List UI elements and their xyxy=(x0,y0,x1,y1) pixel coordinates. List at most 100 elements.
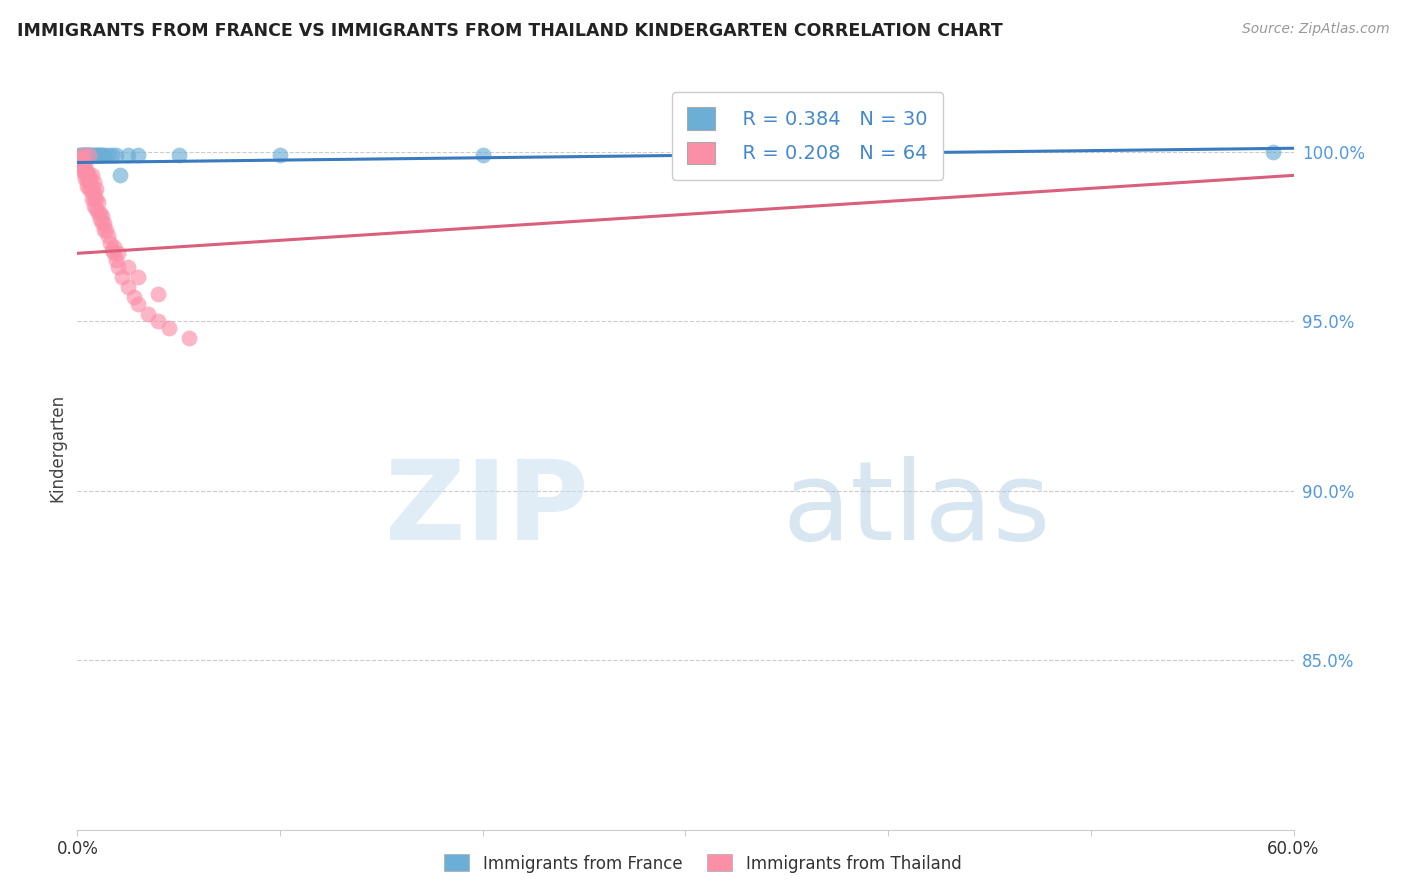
Point xyxy=(83,175,105,189)
Point xyxy=(94,222,117,236)
Point xyxy=(90,148,112,162)
Point xyxy=(93,222,115,236)
Point xyxy=(837,145,859,159)
Point xyxy=(89,148,111,162)
Point xyxy=(67,148,90,162)
Point xyxy=(79,148,101,162)
Point xyxy=(117,260,139,274)
Point xyxy=(79,182,101,196)
Point xyxy=(83,192,105,206)
Point xyxy=(93,216,115,230)
Point xyxy=(86,148,108,162)
Point xyxy=(80,186,103,200)
Point xyxy=(72,148,94,162)
Y-axis label: Kindergarten: Kindergarten xyxy=(48,394,66,502)
Point xyxy=(107,260,129,274)
Point xyxy=(75,171,97,186)
Point xyxy=(97,148,120,162)
Point xyxy=(79,171,101,186)
Point xyxy=(84,182,107,196)
Text: atlas: atlas xyxy=(783,456,1052,563)
Point xyxy=(148,314,170,328)
Point xyxy=(75,161,97,176)
Legend: Immigrants from France, Immigrants from Thailand: Immigrants from France, Immigrants from … xyxy=(437,847,969,880)
Legend:   R = 0.384   N = 30,   R = 0.208   N = 64: R = 0.384 N = 30, R = 0.208 N = 64 xyxy=(672,92,943,179)
Point xyxy=(80,148,103,162)
Point xyxy=(76,148,98,162)
Point xyxy=(75,165,97,179)
Point xyxy=(72,161,94,176)
Point xyxy=(122,290,145,304)
Point xyxy=(76,165,98,179)
Point xyxy=(127,148,149,162)
Point xyxy=(101,148,124,162)
Point xyxy=(111,270,134,285)
Point xyxy=(80,148,103,162)
Point xyxy=(76,171,98,186)
Point xyxy=(90,216,112,230)
Point xyxy=(127,270,149,285)
Point xyxy=(269,148,291,162)
Point xyxy=(70,148,93,162)
Point xyxy=(76,178,98,193)
Point xyxy=(107,246,129,260)
Point xyxy=(108,169,131,183)
Point xyxy=(70,152,93,166)
Point xyxy=(76,169,98,183)
Point xyxy=(103,246,125,260)
Point xyxy=(104,253,127,268)
Point xyxy=(90,209,112,223)
Point xyxy=(89,212,111,227)
Point xyxy=(79,148,101,162)
Point xyxy=(75,158,97,172)
Point xyxy=(84,148,107,162)
Point xyxy=(70,158,93,172)
Point xyxy=(97,229,120,244)
Point xyxy=(89,205,111,219)
Point xyxy=(104,148,127,162)
Point xyxy=(72,148,94,162)
Point xyxy=(136,307,159,321)
Point xyxy=(72,154,94,169)
Point xyxy=(1263,145,1285,159)
Point xyxy=(70,154,93,169)
Point xyxy=(75,148,97,162)
Point xyxy=(86,205,108,219)
Point xyxy=(72,148,94,162)
Point xyxy=(83,199,105,213)
Point xyxy=(177,331,200,345)
Point xyxy=(148,287,170,301)
Point xyxy=(117,148,139,162)
Point xyxy=(79,175,101,189)
Point xyxy=(157,321,180,335)
Point xyxy=(84,202,107,217)
Point xyxy=(75,165,97,179)
Point xyxy=(127,297,149,311)
Text: IMMIGRANTS FROM FRANCE VS IMMIGRANTS FROM THAILAND KINDERGARTEN CORRELATION CHAR: IMMIGRANTS FROM FRANCE VS IMMIGRANTS FRO… xyxy=(17,22,1002,40)
Point xyxy=(86,195,108,210)
Point xyxy=(72,158,94,172)
Point xyxy=(75,148,97,162)
Point xyxy=(80,192,103,206)
Point xyxy=(76,148,98,162)
Point xyxy=(79,169,101,183)
Point xyxy=(67,152,90,166)
Point xyxy=(471,148,494,162)
Point xyxy=(80,178,103,193)
Point xyxy=(117,280,139,294)
Point xyxy=(167,148,190,162)
Point xyxy=(83,186,105,200)
Point xyxy=(79,175,101,189)
Point xyxy=(80,169,103,183)
Point xyxy=(83,148,105,162)
Point xyxy=(103,239,125,253)
Point xyxy=(72,165,94,179)
Point xyxy=(93,148,115,162)
Text: Source: ZipAtlas.com: Source: ZipAtlas.com xyxy=(1241,22,1389,37)
Point xyxy=(67,154,90,169)
Point xyxy=(86,148,108,162)
Point xyxy=(84,192,107,206)
Point xyxy=(98,236,121,251)
Point xyxy=(79,148,101,162)
Point xyxy=(101,243,124,257)
